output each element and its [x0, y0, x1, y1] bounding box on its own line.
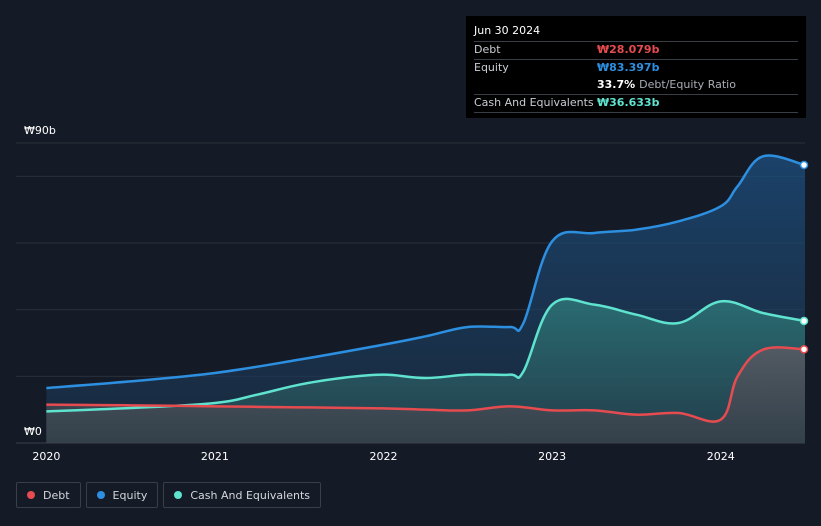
tooltip-ratio-value: 33.7% — [597, 78, 636, 91]
legend-label: Debt — [43, 488, 70, 502]
lines — [46, 154, 806, 423]
tooltip-label: Debt — [474, 43, 501, 56]
cash-end-dot — [799, 316, 809, 326]
tooltip-date: Jun 30 2024 — [474, 24, 541, 37]
legend-dot-equity — [96, 491, 105, 499]
tooltip-label: Equity — [474, 61, 509, 74]
legend: Debt Equity Cash And Equivalents — [16, 482, 321, 508]
y-axis-labels: ₩90b ₩0 — [24, 124, 56, 438]
legend-item-equity[interactable]: Equity — [85, 482, 159, 508]
debt-line — [46, 346, 806, 423]
x-tick-label: 2020 — [32, 450, 60, 463]
tooltip-row-cash: Cash And Equivalents ₩36.633b — [474, 94, 798, 113]
tooltip-row-equity: Equity ₩83.397b — [474, 59, 798, 77]
tooltip-row-ratio: 33.7% Debt/Equity Ratio — [474, 77, 798, 94]
x-tick-label: 2021 — [201, 450, 229, 463]
tooltip-label: Cash And Equivalents — [474, 96, 594, 109]
x-tick-label: 2022 — [370, 450, 398, 463]
tooltip-cash-value: ₩36.633b — [597, 96, 660, 109]
legend-item-cash[interactable]: Cash And Equivalents — [163, 482, 321, 508]
debt-end-dot — [799, 345, 809, 354]
y-tick-label: ₩0 — [24, 425, 42, 438]
tooltip-label — [474, 77, 597, 94]
legend-label: Equity — [112, 488, 148, 502]
legend-item-debt[interactable]: Debt — [16, 482, 81, 508]
areas — [46, 155, 806, 443]
tooltip-ratio-label: Debt/Equity Ratio — [639, 78, 736, 91]
cash-line — [46, 297, 806, 413]
equity-line — [46, 154, 806, 390]
x-tick-label: 2024 — [707, 450, 735, 463]
x-tick-label: 2023 — [538, 450, 566, 463]
legend-dot-debt — [27, 491, 35, 499]
debt-area — [46, 347, 806, 443]
tooltip-equity-value: ₩83.397b — [597, 61, 660, 74]
y-tick-label: ₩90b — [24, 124, 56, 137]
x-axis-labels: 2020 2021 2022 2023 2024 — [32, 450, 734, 463]
equity-end-dot — [799, 160, 809, 170]
end-markers — [799, 160, 809, 354]
tooltip-debt-value: ₩28.079b — [597, 43, 660, 56]
legend-label: Cash And Equivalents — [190, 488, 310, 502]
legend-dot-cash — [174, 491, 183, 499]
tooltip-row-debt: Debt ₩28.079b — [474, 41, 798, 59]
tooltip: Jun 30 2024 Debt ₩28.079b Equity ₩83.397… — [466, 16, 806, 118]
